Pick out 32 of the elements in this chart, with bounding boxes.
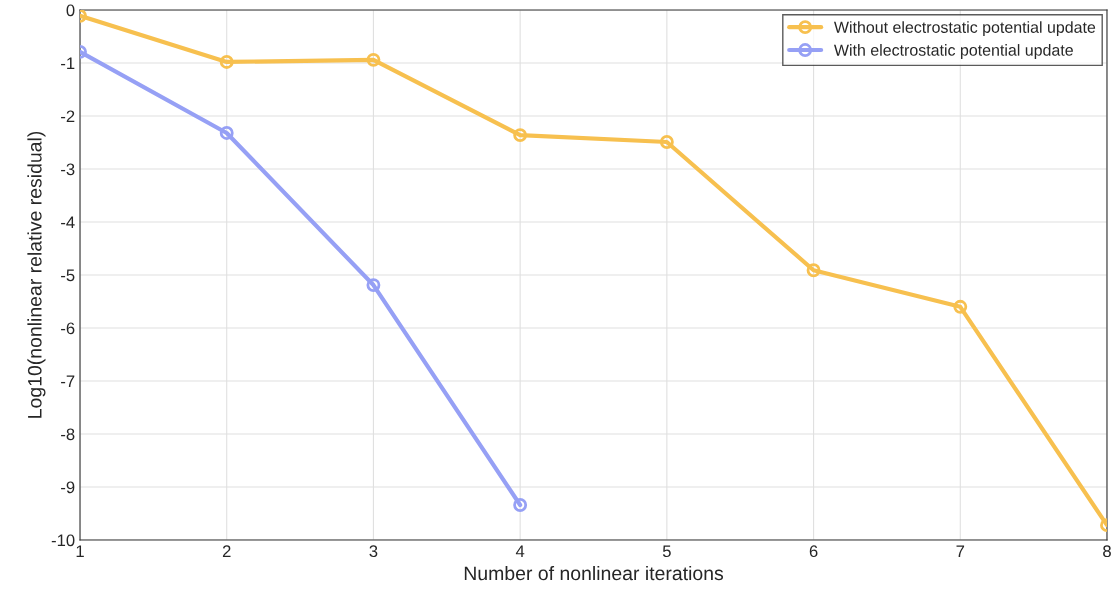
point xyxy=(806,263,821,278)
x-axis-title: Number of nonlinear iterations xyxy=(464,565,724,581)
y-tick-label: -8 xyxy=(61,428,75,441)
point xyxy=(513,128,528,143)
point xyxy=(659,135,674,149)
x-tick-label: 1 xyxy=(76,545,84,557)
x-tick-label: 4 xyxy=(515,545,525,557)
y-tick-label: -1 xyxy=(61,57,75,70)
point xyxy=(219,54,234,69)
x-tick-label: 8 xyxy=(1103,545,1111,558)
x-tick-label: 5 xyxy=(662,545,671,558)
point xyxy=(219,126,234,140)
legend-label: Without electrostatic potential update xyxy=(833,21,1096,37)
x-tick-label: 2 xyxy=(222,545,231,557)
y-tick-label: -6 xyxy=(61,322,75,335)
y-axis-title: Log10(nonlinear relative residual) xyxy=(27,131,46,418)
x-tick-label: 3 xyxy=(369,545,378,558)
y-tick-label: -7 xyxy=(61,375,75,388)
x-tick-label: 6 xyxy=(809,545,818,558)
y-tick-label: -5 xyxy=(61,269,75,282)
y-tick-label: -9 xyxy=(61,481,75,494)
y-tick-label: 0 xyxy=(66,4,75,17)
y-tick-label: -2 xyxy=(61,110,75,123)
point xyxy=(366,52,381,67)
point xyxy=(366,278,381,293)
x-tick-label: 7 xyxy=(956,545,965,557)
y-tick-label: -10 xyxy=(51,534,75,547)
point xyxy=(513,498,528,512)
point xyxy=(953,299,968,314)
y-tick-label: -4 xyxy=(61,216,75,229)
legend-label: With electrostatic potential update xyxy=(833,44,1073,59)
y-tick-label: -3 xyxy=(61,163,75,176)
